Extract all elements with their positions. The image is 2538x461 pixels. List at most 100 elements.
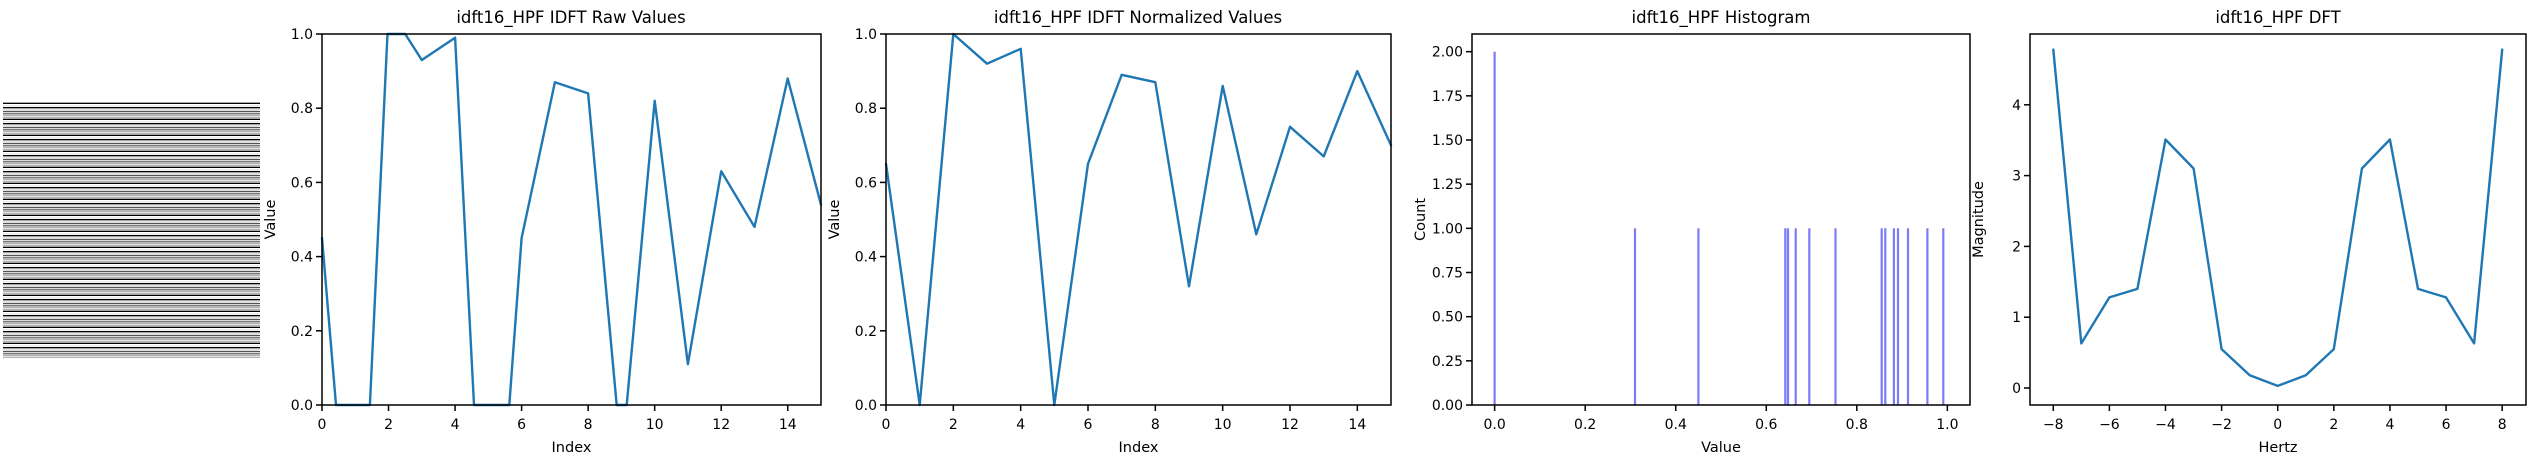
y-tick-label: 1	[2012, 310, 2021, 326]
hist-bar	[1493, 51, 1496, 405]
plot-spines	[885, 33, 1392, 406]
x-tick-label: 2	[384, 417, 393, 433]
y-tick-label: 0.4	[291, 250, 313, 266]
x-axis-label: Value	[1701, 440, 1741, 456]
data-line-dft	[2052, 48, 2504, 388]
x-tick-label: 0.4	[1665, 417, 1687, 433]
hist-bar	[1926, 228, 1929, 405]
hist-bar	[1880, 228, 1883, 405]
x-axis: 0 2 4 6 8 10 12 14 Index	[318, 405, 797, 456]
chart-title-idft-normalized: idft16_HPF IDFT Normalized Values	[993, 8, 1283, 27]
chart-idft-raw: 0 2 4 6 8 10 12 14 Index 0.0 0.2 0.4 0.6 0.8 1.0 Value	[263, 27, 823, 456]
y-tick-label: 0.8	[291, 101, 313, 117]
y-tick-label: 0.8	[855, 101, 877, 117]
x-tick-label: 0	[882, 417, 891, 433]
x-axis-label: Index	[1119, 440, 1159, 456]
y-tick-label: 0.25	[1432, 354, 1463, 370]
x-tick-label: 0.8	[1846, 417, 1868, 433]
hist-bar	[1896, 228, 1900, 405]
x-tick-label: 14	[1348, 417, 1366, 433]
y-axis-label: Value	[827, 200, 843, 240]
plot-spines	[2029, 33, 2527, 406]
plot-spines	[321, 33, 822, 406]
hist-bar	[1697, 228, 1700, 405]
x-tick-label: 0.6	[1755, 417, 1777, 433]
hist-bars	[1493, 51, 1945, 405]
y-tick-label: 3	[2012, 169, 2021, 185]
y-tick-label: 0	[2012, 381, 2021, 397]
y-tick-label: 0.2	[855, 324, 877, 340]
x-tick-label: 0.0	[1484, 417, 1506, 433]
x-tick-label: 2	[949, 417, 958, 433]
y-tick-label: 1.75	[1432, 89, 1463, 105]
y-tick-label: 1.25	[1432, 177, 1463, 193]
x-axis: 0 2 4 6 8 10 12 14 Index	[882, 405, 1366, 456]
y-axis-label: Value	[263, 200, 279, 240]
x-tick-label: −6	[2099, 417, 2120, 433]
y-tick-label: 0.6	[291, 175, 313, 191]
x-tick-label: 14	[779, 417, 797, 433]
x-tick-label: 4	[1016, 417, 1025, 433]
x-tick-label: 10	[1214, 417, 1232, 433]
y-tick-label: 0.6	[855, 175, 877, 191]
y-tick-label: 0.0	[291, 398, 313, 414]
y-tick-label: 0.50	[1432, 310, 1463, 326]
y-axis-label: Magnitude	[1971, 181, 1987, 258]
data-line-idft-normalized	[884, 32, 1393, 407]
y-tick-label: 2	[2012, 239, 2021, 255]
y-tick-label: 1.50	[1432, 133, 1463, 149]
plot-spines	[1471, 33, 1971, 406]
y-tick-label: 1.00	[1432, 221, 1463, 237]
hist-bar	[1884, 228, 1887, 405]
chart-title-histogram: idft16_HPF Histogram	[1631, 8, 1811, 27]
x-tick-label: 6	[1084, 417, 1093, 433]
y-tick-label: 1.0	[855, 27, 877, 43]
hist-bar	[1786, 228, 1790, 405]
x-tick-label: 6	[517, 417, 526, 433]
x-axis-label: Index	[552, 440, 592, 456]
hist-bar	[1942, 228, 1945, 405]
x-axis-label: Hertz	[2258, 440, 2297, 456]
x-tick-label: 2	[2329, 417, 2338, 433]
y-tick-label: 0.75	[1432, 266, 1463, 282]
y-axis: 0.0 0.2 0.4 0.6 0.8 1.0 Value	[827, 27, 886, 414]
y-tick-label: 1.0	[291, 27, 313, 43]
x-tick-label: 10	[646, 417, 664, 433]
y-axis: 0 1 2 3 4 Magnitude	[1971, 98, 2030, 397]
y-axis-label: Count	[1413, 198, 1429, 241]
hist-bar	[1784, 228, 1787, 405]
chart-dft: −8 −6 −4 −2 0 2 4 6 8 Hertz 0 1 2 3 4 Magnitude	[1971, 33, 2527, 456]
chart-idft-normalized: 0 2 4 6 8 10 12 14 Index 0.0 0.2 0.4 0.6 0.8 1.0 Value	[827, 27, 1393, 456]
x-tick-label: 8	[2498, 417, 2507, 433]
x-tick-label: 12	[1281, 417, 1299, 433]
hist-bar	[1808, 228, 1811, 405]
x-tick-label: 0.2	[1574, 417, 1596, 433]
hist-bar	[1633, 228, 1637, 405]
x-tick-label: 0	[2273, 417, 2282, 433]
y-tick-label: 2.00	[1432, 45, 1463, 61]
x-tick-label: 6	[2442, 417, 2451, 433]
x-tick-label: 0	[318, 417, 327, 433]
x-axis: 0.0 0.2 0.4 0.6 0.8 1.0 Value	[1484, 405, 1958, 456]
y-tick-label: 4	[2012, 98, 2021, 114]
y-axis: 0.00 0.25 0.50 0.75 1.00 1.25 1.50 1.75 2.00 Coun…	[1413, 45, 1472, 414]
y-tick-label: 0.4	[855, 250, 877, 266]
x-tick-label: 4	[2385, 417, 2394, 433]
hist-bar	[1834, 228, 1837, 405]
chart-title-idft-raw: idft16_HPF IDFT Raw Values	[456, 8, 686, 27]
chart-histogram: 0.0 0.2 0.4 0.6 0.8 1.0 Value 0.00 0.25 0.50 0.75 1…	[1413, 33, 1971, 456]
y-tick-label: 0.2	[291, 324, 313, 340]
y-axis: 0.0 0.2 0.4 0.6 0.8 1.0 Value	[263, 27, 322, 414]
x-tick-label: 8	[584, 417, 593, 433]
chart-title-dft: idft16_HPF DFT	[2215, 8, 2341, 27]
x-tick-label: −4	[2155, 417, 2176, 433]
data-line-idft-raw	[320, 32, 823, 407]
stripe-image-panel	[3, 102, 260, 358]
x-tick-label: −8	[2043, 417, 2064, 433]
y-tick-label: 0.0	[855, 398, 877, 414]
hist-bar	[1892, 228, 1895, 405]
x-axis: −8 −6 −4 −2 0 2 4 6 8 Hertz	[2043, 405, 2507, 456]
x-tick-label: 8	[1151, 417, 1160, 433]
